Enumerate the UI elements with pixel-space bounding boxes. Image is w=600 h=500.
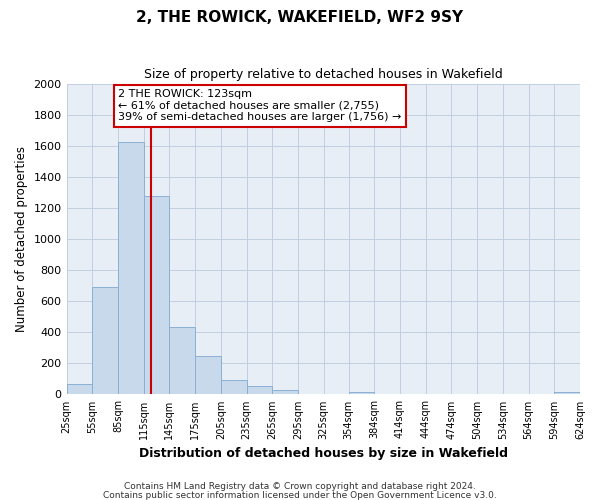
Text: 2, THE ROWICK, WAKEFIELD, WF2 9SY: 2, THE ROWICK, WAKEFIELD, WF2 9SY <box>136 10 464 25</box>
Bar <box>67 384 92 394</box>
Bar <box>92 288 118 395</box>
Bar <box>169 327 195 394</box>
Bar <box>221 380 247 394</box>
Bar <box>143 196 169 394</box>
Text: Contains public sector information licensed under the Open Government Licence v3: Contains public sector information licen… <box>103 490 497 500</box>
Title: Size of property relative to detached houses in Wakefield: Size of property relative to detached ho… <box>144 68 503 80</box>
Bar <box>554 392 580 394</box>
Bar <box>195 356 221 395</box>
Text: Contains HM Land Registry data © Crown copyright and database right 2024.: Contains HM Land Registry data © Crown c… <box>124 482 476 491</box>
Text: 2 THE ROWICK: 123sqm
← 61% of detached houses are smaller (2,755)
39% of semi-de: 2 THE ROWICK: 123sqm ← 61% of detached h… <box>118 89 401 122</box>
Y-axis label: Number of detached properties: Number of detached properties <box>15 146 28 332</box>
Bar <box>247 386 272 394</box>
Bar <box>118 142 143 395</box>
Bar <box>272 390 298 394</box>
X-axis label: Distribution of detached houses by size in Wakefield: Distribution of detached houses by size … <box>139 447 508 460</box>
Bar <box>349 392 374 394</box>
